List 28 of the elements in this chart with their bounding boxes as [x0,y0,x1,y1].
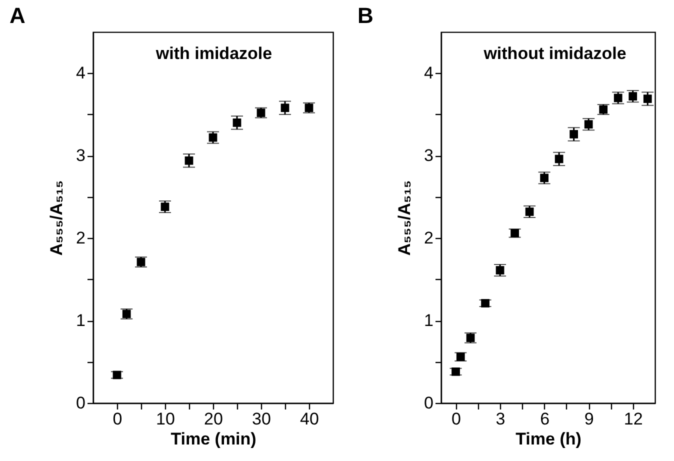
x-axis-title: Time (min) [170,430,256,448]
x-tick-label: 6 [540,410,550,428]
x-axis-title: Time (h) [516,430,582,448]
x-tick-label: 9 [584,410,594,428]
y-tick-label: 3 [424,146,434,166]
chart-title: A [10,3,26,28]
x-tick-label: 0 [112,410,122,428]
y-tick-label: 3 [76,146,86,166]
x-tick-label: 20 [204,410,223,428]
x-tick-label: 3 [496,410,506,428]
y-tick-label: 4 [76,64,86,83]
annotation: with imidazole [154,44,272,63]
annotation: without imidazole [482,44,626,63]
y-tick-label: 0 [424,394,434,412]
y-axis-title: A₅₅₅/A₅₁₅ [47,180,66,256]
y-axis-title: A₅₅₅/A₅₁₅ [395,180,414,256]
y-tick-label: 2 [76,228,86,248]
y-tick-label: 1 [424,311,434,330]
x-tick-label: 12 [624,410,643,428]
y-tick-label: 1 [76,311,86,330]
y-tick-label: 0 [76,394,86,412]
x-tick-label: 0 [452,410,461,428]
y-tick-label: 2 [424,228,434,248]
x-tick-label: 10 [156,410,175,428]
y-tick-label: 4 [424,64,434,83]
x-tick-label: 40 [300,410,319,428]
x-tick-label: 30 [252,410,271,428]
chart-title: B [358,3,374,28]
